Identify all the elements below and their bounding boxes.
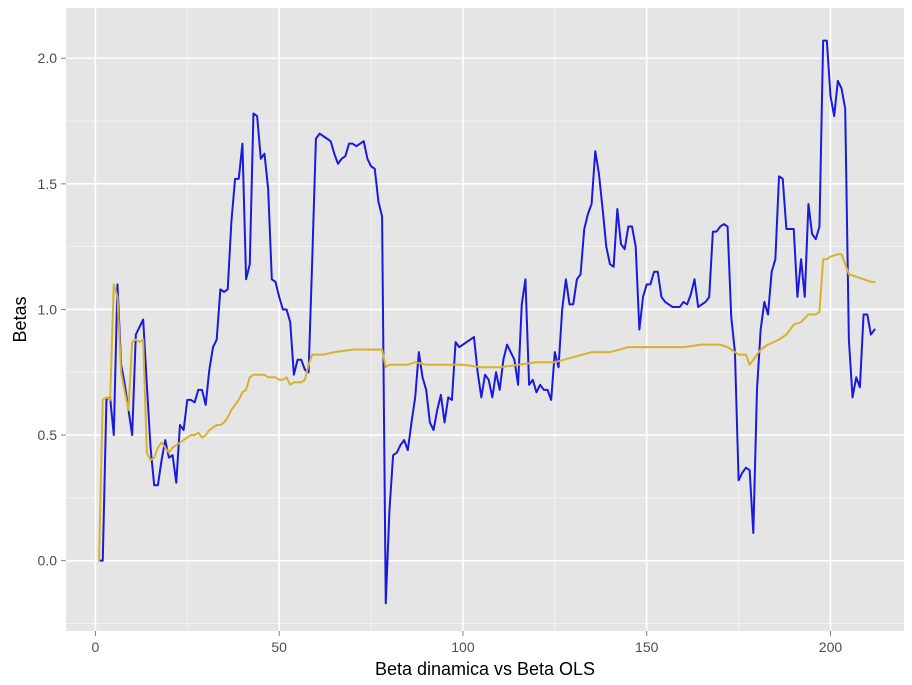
major-gridlines: [66, 8, 904, 631]
y-tick-label: 1.5: [38, 176, 58, 192]
series-line-2: [98, 253, 876, 562]
x-tick-label: 0: [92, 639, 100, 655]
y-axis-title: Betas: [10, 296, 30, 342]
x-tick-label: 100: [451, 639, 475, 655]
y-tick-label: 0.5: [38, 427, 58, 443]
y-tick-label: 2.0: [38, 50, 58, 66]
y-tick-label: 0.0: [38, 553, 58, 569]
x-tick-label: 150: [635, 639, 659, 655]
series-line-1: [98, 39, 876, 605]
plot-panel: [66, 8, 904, 631]
y-axis: 0.0 0.5 1.0 1.5 2.0: [38, 50, 66, 569]
series-layer: [98, 39, 876, 605]
x-axis: 0 50 100 150 200: [92, 631, 843, 655]
minor-gridlines: [66, 8, 904, 631]
x-tick-label: 50: [271, 639, 287, 655]
x-axis-title: Beta dinamica vs Beta OLS: [375, 659, 595, 679]
y-tick-label: 1.0: [38, 301, 58, 317]
x-tick-label: 200: [819, 639, 843, 655]
